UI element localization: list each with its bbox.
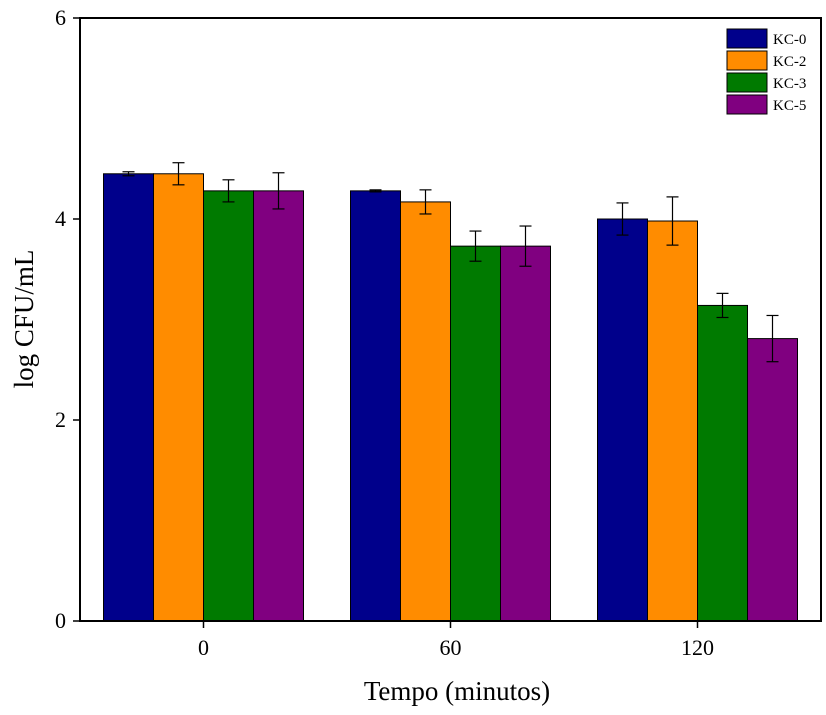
bar-kc-3-120 [697,304,748,622]
bar-kc-2-120 [647,220,698,622]
x-axis-title: Tempo (minutos) [364,676,550,706]
y-tick-label: 6 [55,5,66,30]
bar-kc-3-60 [450,245,501,622]
y-axis-title: log CFU/mL [9,250,39,389]
bar-kc-3-0 [203,190,254,622]
legend-swatch-kc-0 [726,28,768,49]
bar-kc-2-0 [153,173,204,622]
y-axis: 0 2 4 6 [55,5,80,633]
bar-kc-5-120 [747,338,798,622]
legend-label: KC-0 [773,32,806,48]
x-tick-label: 60 [440,635,462,660]
bar-kc-5-0 [253,190,304,622]
bar-kc-0-120 [597,218,648,622]
error-bars-layer [122,162,779,363]
x-tick-label: 120 [681,635,714,660]
legend-label: KC-5 [773,98,806,114]
x-axis: 0 60 120 [198,621,714,660]
legend-swatch-kc-2 [726,50,768,71]
legend-label: KC-2 [773,54,806,70]
y-tick-label: 0 [55,608,66,633]
legend-swatch-kc-5 [726,94,768,115]
legend-swatch-kc-3 [726,72,768,93]
bars-layer [103,173,798,622]
legend: KC-0 KC-2 KC-3 KC-5 [726,28,806,115]
y-tick-label: 4 [55,206,66,231]
bar-kc-5-60 [500,245,551,622]
x-tick-label: 0 [198,635,209,660]
bar-kc-2-60 [400,201,451,622]
bar-kc-0-60 [350,190,401,622]
y-tick-label: 2 [55,407,66,432]
legend-label: KC-3 [773,76,806,92]
bar-kc-0-0 [103,173,154,622]
